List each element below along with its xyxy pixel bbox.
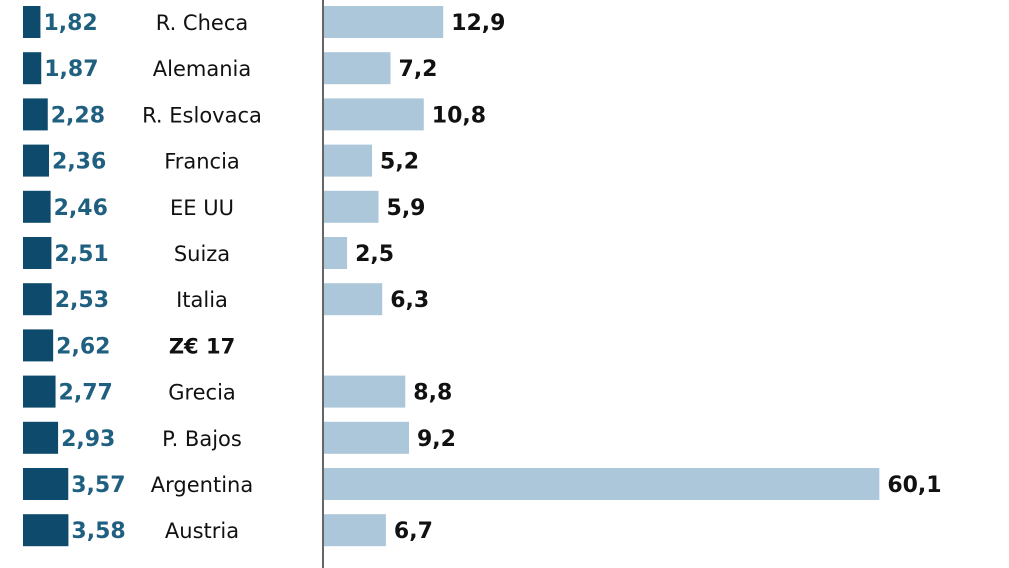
left-bar — [23, 6, 41, 38]
right-value-label: 10,8 — [432, 103, 486, 128]
left-bar — [23, 329, 54, 362]
left-value-label: 2,53 — [55, 288, 109, 313]
right-bar — [324, 144, 373, 177]
category-label: Francia — [164, 150, 240, 174]
category-label: EE UU — [170, 196, 234, 220]
category-label: R. Checa — [156, 11, 249, 35]
right-value-label: 5,2 — [380, 150, 419, 175]
right-value-label: 8,8 — [413, 381, 452, 406]
left-value-label: 2,36 — [52, 150, 106, 175]
right-value-label: 9,2 — [417, 427, 456, 452]
category-label: Austria — [165, 519, 239, 543]
right-bar — [324, 283, 383, 316]
right-value-label: 7,2 — [399, 57, 438, 82]
right-value-label: 2,5 — [355, 242, 394, 267]
left-value-label: 3,57 — [71, 473, 125, 498]
right-bar — [324, 237, 348, 269]
left-bar — [23, 468, 69, 500]
right-bar — [324, 514, 386, 547]
category-label: Z€ 17 — [169, 334, 235, 358]
left-bar — [23, 283, 52, 316]
right-value-label: 6,7 — [394, 519, 433, 544]
left-value-label: 3,58 — [71, 519, 125, 544]
left-value-label: 2,28 — [51, 103, 105, 128]
category-label: Argentina — [151, 473, 253, 497]
category-label: P. Bajos — [162, 427, 242, 451]
left-value-label: 2,51 — [54, 242, 108, 267]
right-bar — [324, 421, 410, 454]
left-value-label: 1,87 — [44, 57, 98, 82]
left-value-label: 1,82 — [43, 11, 97, 36]
right-bar — [324, 375, 406, 408]
right-value-label: 60,1 — [887, 473, 941, 498]
left-bar — [23, 52, 42, 85]
right-bar — [324, 52, 391, 85]
left-value-label: 2,62 — [56, 334, 110, 359]
left-bar — [23, 144, 50, 177]
left-value-label: 2,77 — [59, 381, 113, 406]
category-label: Italia — [176, 288, 228, 312]
right-bar — [324, 98, 424, 131]
category-label: Grecia — [168, 381, 236, 405]
right-value-label: 5,9 — [387, 196, 426, 221]
right-bar — [324, 190, 379, 223]
category-label: R. Eslovaca — [142, 103, 262, 127]
left-bar — [23, 421, 59, 454]
category-label: Alemania — [153, 57, 251, 81]
left-bar — [23, 98, 48, 131]
left-bar — [23, 190, 51, 223]
right-value-label: 6,3 — [390, 288, 429, 313]
left-bar — [23, 514, 69, 547]
right-bar — [324, 6, 444, 38]
right-value-label: 12,9 — [451, 11, 505, 36]
right-bar — [324, 468, 880, 500]
left-value-label: 2,46 — [54, 196, 108, 221]
left-bar — [23, 375, 56, 408]
left-value-label: 2,93 — [61, 427, 115, 452]
left-bar — [23, 237, 52, 269]
category-label: Suiza — [174, 242, 230, 266]
